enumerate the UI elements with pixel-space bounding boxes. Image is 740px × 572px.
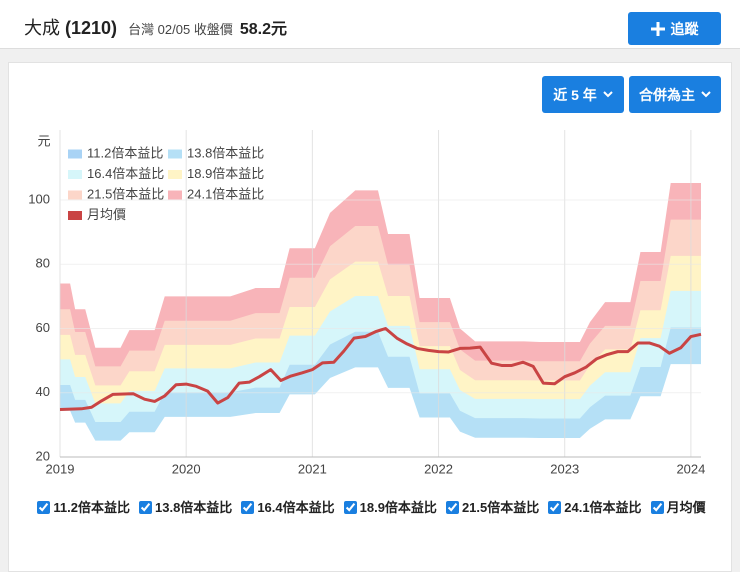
legend-label: 月均價	[87, 207, 126, 222]
x-tick-label: 2021	[298, 461, 327, 476]
checkbox[interactable]	[37, 501, 51, 514]
legend-label: 13.8倍本益比	[187, 145, 264, 160]
y-tick-label: 60	[36, 320, 50, 335]
legend-swatch	[68, 170, 82, 179]
checkbox[interactable]	[343, 501, 357, 514]
chevron	[701, 91, 711, 98]
series-toggles: 11.2倍本益比 13.8倍本益比 16.4倍本益比 18.9倍本益比 21.5倍本益比…	[30, 495, 722, 521]
checkbox[interactable]	[139, 501, 152, 514]
x-tick-label: 2022	[424, 461, 453, 476]
stock-name: 大成	[24, 18, 60, 38]
series-toggle[interactable]: 24.1倍本益比	[548, 500, 642, 515]
toggle-label: 21.5倍本益比	[461, 500, 540, 515]
x-tick-label: 2019	[46, 461, 75, 476]
y-tick-label: 40	[36, 384, 50, 399]
period-label: 近 5 年	[553, 86, 597, 103]
legend-swatch	[68, 149, 82, 159]
legend-label: 21.5倍本益比	[87, 186, 164, 201]
plus-icon	[650, 21, 665, 36]
y-tick-label: 100	[28, 191, 50, 206]
legend-label: 11.2倍本益比	[87, 145, 163, 160]
legend-label: 24.1倍本益比	[187, 186, 264, 201]
series-toggle[interactable]: 13.8倍本益比	[139, 500, 232, 515]
toggle-label: 11.2倍本益比	[53, 500, 130, 515]
legend-swatch	[168, 170, 182, 179]
chart: 元 2019 2020 2021 2022 2023 2024 20 40 60 80 100 11.…	[28, 130, 705, 476]
x-tick-label: 2020	[172, 461, 201, 476]
toggle-label: 月均價	[666, 500, 706, 515]
checkbox[interactable]	[548, 501, 562, 514]
legend-swatch	[168, 149, 182, 159]
close-price: 58.2元	[239, 21, 287, 38]
legend-swatch	[68, 211, 82, 220]
x-tick-label: 2023	[550, 461, 579, 476]
y-tick-label: 20	[36, 448, 50, 463]
pe-band	[60, 364, 701, 457]
report-label: 合併為主	[639, 86, 695, 103]
stock-code: (1210)	[65, 18, 118, 38]
series-toggle[interactable]: 16.4倍本益比	[241, 500, 335, 515]
series-toggle[interactable]: 21.5倍本益比	[445, 500, 540, 515]
legend-label: 16.4倍本益比	[87, 166, 164, 181]
chevron	[603, 91, 613, 98]
checkbox[interactable]	[650, 501, 664, 514]
market-info: 台灣 02/05 收盤價	[128, 22, 233, 37]
legend-label: 18.9倍本益比	[187, 166, 264, 181]
legend-swatch	[68, 190, 82, 200]
top-bar: 大成 (1210) 台灣 02/05 收盤價 58.2元 追蹤	[0, 0, 740, 49]
toggle-label: 16.4倍本益比	[257, 500, 335, 515]
checkbox[interactable]	[241, 501, 255, 514]
follow-button[interactable]: 追蹤	[628, 12, 721, 45]
legend-swatch	[168, 190, 182, 200]
y-tick-label: 80	[36, 256, 50, 271]
legend: 11.2倍本益比 13.8倍本益比 16.4倍本益比 18.9倍本益比 21.5倍本益比…	[68, 145, 264, 222]
y-unit: 元	[37, 133, 50, 148]
series-toggle[interactable]: 月均價	[650, 500, 706, 515]
report-dropdown[interactable]: 合併為主	[629, 76, 721, 113]
stock-heading: 大成 (1210) 台灣 02/05 收盤價 58.2元	[24, 14, 287, 40]
toggle-label: 24.1倍本益比	[564, 500, 642, 515]
toggle-label: 18.9倍本益比	[359, 500, 437, 515]
period-dropdown[interactable]: 近 5 年	[542, 76, 624, 113]
follow-label: 追蹤	[670, 20, 699, 37]
series-toggle[interactable]: 18.9倍本益比	[343, 500, 437, 515]
x-tick-label: 2024	[676, 461, 705, 476]
series-toggle[interactable]: 11.2倍本益比	[37, 500, 130, 515]
checkbox[interactable]	[445, 501, 459, 514]
price-line	[59, 327, 702, 411]
toggle-label: 13.8倍本益比	[155, 500, 233, 515]
